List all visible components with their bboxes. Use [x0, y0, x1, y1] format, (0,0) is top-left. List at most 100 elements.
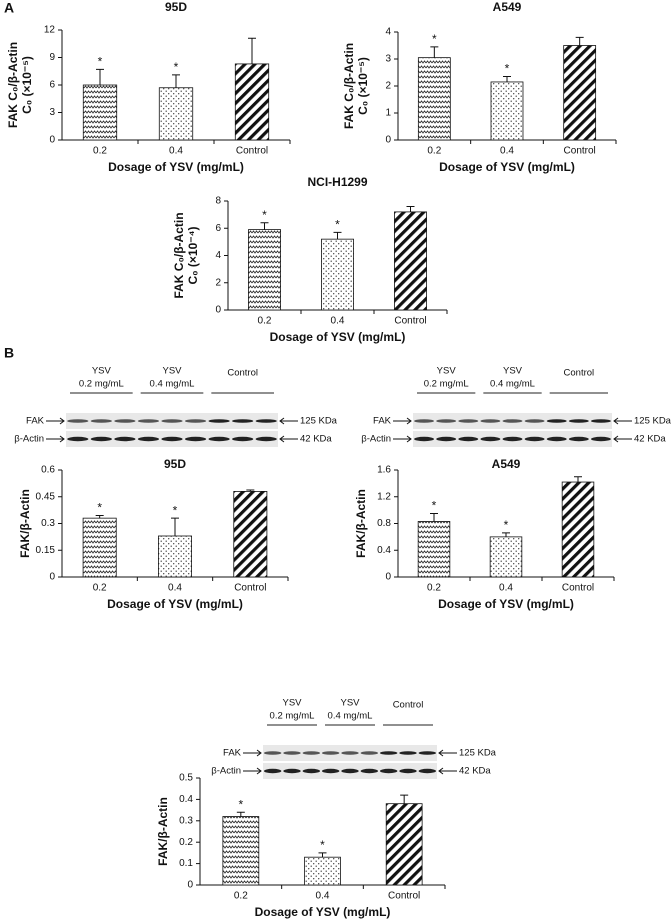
blot-band: [360, 751, 379, 755]
y-tick-label: 0.3: [179, 815, 193, 826]
bar: [561, 481, 595, 578]
blot-band: [436, 419, 457, 423]
blot-size-label: 42 KDa: [459, 766, 491, 777]
y-tick-label: 0: [385, 572, 391, 583]
blot-band: [399, 751, 417, 755]
bar: [248, 229, 281, 311]
blot-band: [184, 436, 207, 442]
blot-band: [283, 768, 301, 774]
y-axis-label: C₀ (×10⁻⁵): [356, 57, 370, 115]
significance-marker: *: [97, 501, 102, 515]
x-tick-label: 0.2: [427, 583, 441, 594]
blot-band: [546, 436, 567, 442]
blot-band: [114, 436, 136, 442]
bar: [158, 87, 194, 141]
blot-group-label: YSV: [437, 366, 457, 377]
significance-marker: *: [238, 797, 243, 811]
x-axis-label: Dosage of YSV (mg/mL): [255, 905, 391, 919]
x-tick-label: 0.2: [93, 583, 107, 594]
y-axis-label: FAK/β-Actin: [354, 489, 368, 558]
error-bar: [171, 517, 179, 536]
chart-title: NCI-H1299: [307, 175, 367, 189]
error-bar: [430, 46, 439, 58]
blot-band: [418, 768, 437, 774]
x-tick-label: 0.4: [331, 316, 345, 327]
y-tick-label: 0.3: [41, 518, 55, 529]
significance-marker: *: [432, 499, 437, 513]
blot-band: [341, 751, 359, 755]
y-tick-label: 6: [215, 223, 221, 234]
error-bar: [95, 514, 104, 519]
x-axis-label: Dosage of YSV (mg/mL): [107, 597, 243, 611]
error-bar: [575, 36, 584, 46]
y-tick-label: 0: [49, 572, 55, 583]
blot-arrow: [46, 417, 65, 425]
blot-band: [255, 436, 277, 442]
bar: [417, 521, 451, 578]
blot-band: [302, 768, 321, 774]
blot-band: [90, 419, 112, 423]
x-tick-label: 0.2: [427, 146, 441, 157]
blot-band: [502, 436, 523, 442]
y-tick-label: 4: [385, 27, 391, 38]
blot-band: [399, 768, 417, 774]
blot-band: [502, 419, 523, 423]
blot-group-label: YSV: [162, 366, 182, 377]
x-tick-label: 0.2: [93, 146, 107, 157]
error-bar: [400, 794, 409, 804]
blot-band: [263, 751, 282, 755]
y-tick-label: 2: [385, 81, 391, 92]
y-tick-label: 3: [385, 54, 391, 65]
error-bar: [502, 532, 510, 537]
blot-group-label: YSV: [340, 698, 360, 709]
chart-title: A549: [493, 0, 522, 14]
y-tick-label: 0.8: [377, 518, 391, 529]
x-axis-label: Dosage of YSV (mg/mL): [270, 330, 406, 344]
blot-band: [524, 436, 545, 442]
blot-arrow: [393, 417, 412, 425]
x-axis-label: Dosage of YSV (mg/mL): [108, 160, 244, 174]
blot-size-label: 42 KDa: [300, 434, 332, 445]
y-tick-label: 12: [44, 25, 56, 36]
x-axis-label: Dosage of YSV (mg/mL): [439, 160, 575, 174]
blot-band: [480, 419, 501, 423]
blot-band: [590, 419, 611, 423]
error-bar: [430, 512, 438, 522]
blot-band: [379, 751, 398, 755]
bar: [321, 238, 354, 311]
chart-title: 95D: [164, 457, 186, 471]
x-tick-label: 0.2: [234, 891, 248, 902]
error-bar: [236, 811, 245, 817]
blot-band: [321, 768, 340, 774]
blot-group-label: 0.2 mg/mL: [270, 711, 315, 722]
blot-arrow: [46, 435, 65, 443]
significance-marker: *: [174, 60, 179, 74]
blot-group-label: Control: [564, 368, 595, 379]
blot-band: [414, 419, 435, 423]
blot-group-label: YSV: [503, 366, 523, 377]
blot-band: [67, 419, 89, 423]
y-tick-label: 8: [215, 196, 221, 207]
bar: [385, 803, 423, 886]
y-axis-label: FAK/β-Actin: [156, 797, 170, 866]
x-tick-label: Control: [562, 583, 594, 594]
y-axis-label: FAK/β-Actin: [18, 489, 32, 558]
x-tick-label: 0.4: [168, 583, 182, 594]
blot-band: [568, 419, 589, 423]
x-tick-label: 0.4: [316, 891, 330, 902]
bar: [490, 81, 524, 141]
blot-band: [524, 419, 545, 423]
blot-band: [321, 751, 340, 755]
chart-title: A549: [492, 457, 521, 471]
x-tick-label: 0.2: [258, 316, 272, 327]
blot-band: [546, 419, 567, 423]
y-axis-label: FAK C₀/β-Actin: [342, 43, 356, 129]
blot-row-label: β-Actin: [211, 766, 241, 777]
significance-marker: *: [505, 62, 510, 76]
bar: [489, 536, 523, 578]
y-tick-label: 4: [215, 250, 221, 261]
blot-arrow: [438, 749, 457, 757]
bar: [417, 57, 451, 141]
bar: [394, 211, 427, 311]
blot-band: [302, 751, 321, 755]
